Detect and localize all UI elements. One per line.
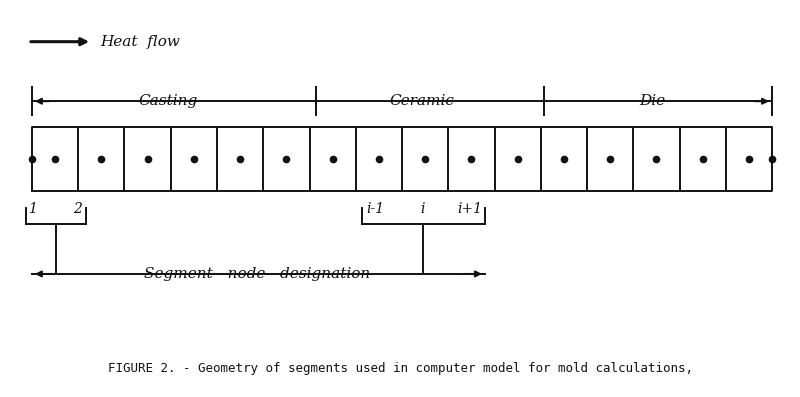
Text: 2: 2 bbox=[73, 202, 82, 216]
Text: Ceramic: Ceramic bbox=[389, 94, 454, 108]
Text: Die: Die bbox=[639, 94, 665, 108]
Text: Casting: Casting bbox=[138, 94, 198, 108]
Text: 1: 1 bbox=[27, 202, 37, 216]
Text: Heat  flow: Heat flow bbox=[100, 35, 180, 49]
Text: FIGURE 2. - Geometry of segments used in computer model for mold calculations,: FIGURE 2. - Geometry of segments used in… bbox=[107, 362, 693, 375]
Text: Segment - node   designation: Segment - node designation bbox=[145, 267, 370, 281]
Text: i: i bbox=[420, 202, 425, 216]
Text: i-1: i-1 bbox=[366, 202, 384, 216]
Text: i+1: i+1 bbox=[457, 202, 482, 216]
